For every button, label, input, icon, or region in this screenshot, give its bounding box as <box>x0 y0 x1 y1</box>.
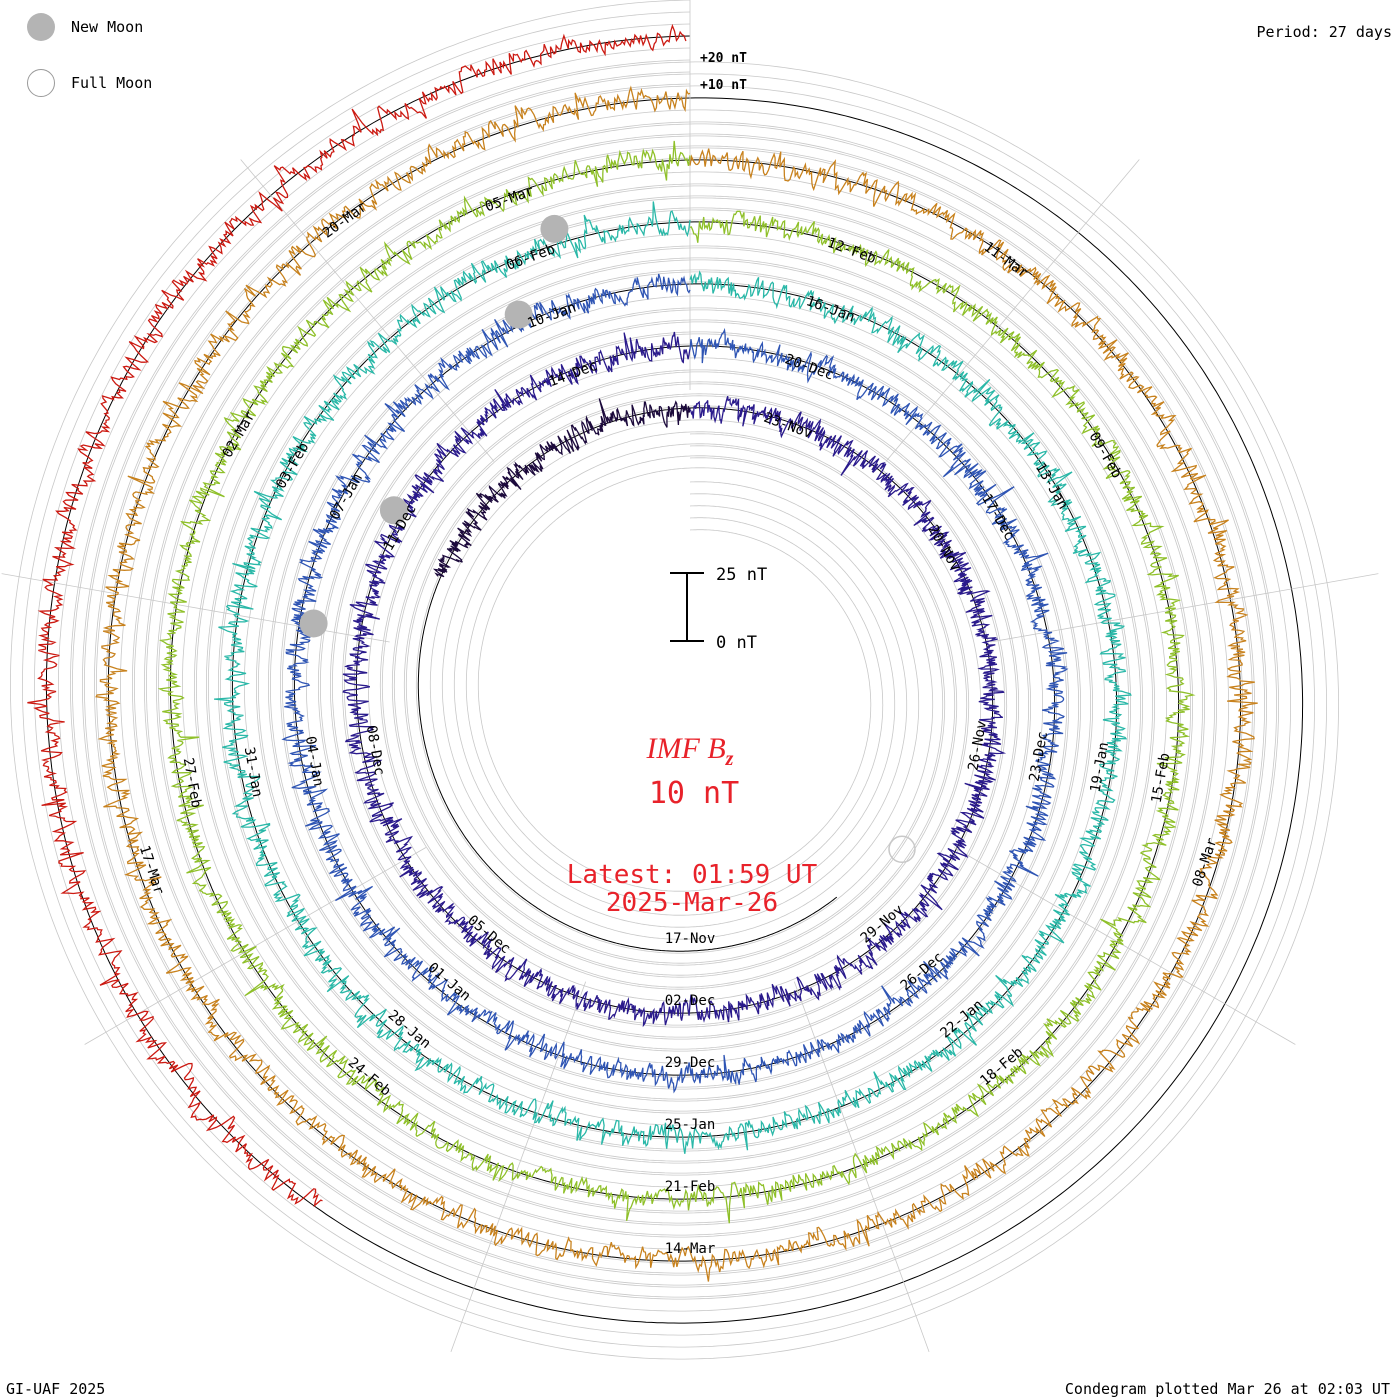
trace-turn-1 <box>432 398 691 578</box>
trace-turn-6 <box>95 85 1258 1282</box>
date-label-turn-6-2: 14-Mar <box>665 1241 716 1257</box>
full-moon-icon <box>27 69 55 97</box>
trace-turn-2 <box>342 331 1007 1028</box>
date-label-turn-6-4: 20-Mar <box>320 199 370 242</box>
legend-full-moon: Full Moon <box>27 69 152 97</box>
date-label-turn-2-0: 23-Nov <box>761 410 814 442</box>
trace-turn-5 <box>157 140 1196 1224</box>
scale-bar: 25 nT 0 nT <box>670 565 767 653</box>
date-label-turn-5-0: 12-Feb <box>825 235 878 267</box>
radial-spoke-2 <box>990 573 1379 643</box>
trace-turn-4 <box>214 201 1132 1154</box>
date-label-turn-4-1: 13-Jan <box>1032 460 1071 512</box>
latest-date: 2025-Mar-26 <box>606 888 778 918</box>
grid-spiral-1 <box>94 83 1255 1276</box>
full-moon-marker-0 <box>888 835 916 864</box>
full-moon-label: Full Moon <box>71 74 153 92</box>
latest-time: Latest: 01:59 UT <box>567 860 818 890</box>
scale-value: 10 nT <box>649 776 739 811</box>
radial-spoke-3 <box>953 847 1296 1045</box>
new-moon-marker-0 <box>504 300 533 329</box>
plotted-label: Condegram plotted Mar 26 at 02:03 UT <box>1064 1380 1390 1398</box>
grid-layer <box>1 0 1379 1360</box>
date-label-turn-5-8: 05-Mar <box>483 183 536 215</box>
period-label: Period: 27 days <box>1256 23 1392 41</box>
trace-turn-3 <box>281 273 1069 1094</box>
moon-markers <box>299 214 916 864</box>
date-label-turn-3-1: 17-Dec <box>978 491 1017 543</box>
date-label-turn-5-1: 09-Feb <box>1086 429 1125 481</box>
date-label-turn-2-8: 14-Dec <box>547 358 600 390</box>
radial-spoke-1 <box>885 159 1140 462</box>
radial-spoke-7 <box>1 573 390 643</box>
date-label-turn-2-1: 20-Nov <box>924 522 963 574</box>
new-moon-marker-3 <box>540 214 569 243</box>
date-label-turn-4-8: 06-Feb <box>504 241 557 273</box>
date-label-turn-4-4: 25-Jan <box>665 1117 716 1133</box>
new-moon-label: New Moon <box>71 18 144 36</box>
grid-spiral-3 <box>70 59 1279 1300</box>
grid-spiral-7 <box>10 0 1339 1360</box>
trace-layer <box>27 23 1258 1282</box>
legend-new-moon: New Moon <box>27 13 143 41</box>
new-moon-marker-1 <box>299 609 328 638</box>
new-moon-marker-2 <box>379 496 408 525</box>
grid-spiral-5 <box>34 23 1315 1336</box>
imf-title-sub: z <box>725 748 734 770</box>
trace-turn-7 <box>27 23 687 1208</box>
grid-spiral-2 <box>82 71 1267 1288</box>
imf-title-main: IMF B <box>646 732 726 765</box>
date-label-turn-5-7: 02-Mar <box>220 409 259 461</box>
radial-spoke-4 <box>793 981 930 1352</box>
date-label-turn-6-3: 17-Mar <box>136 844 167 897</box>
date-label-turn-5-4: 21-Feb <box>665 1179 716 1195</box>
grid-spiral-6 <box>22 11 1327 1348</box>
grid-spiral-4 <box>58 47 1291 1312</box>
date-label-turn-4-0: 16-Jan <box>804 293 857 325</box>
scale-bar-bottom-label: 0 nT <box>716 633 757 653</box>
date-label-turn-2-4: 02-Dec <box>665 993 716 1009</box>
scale-bar-top-label: 25 nT <box>716 565 767 585</box>
ref-label-20: +20 nT <box>700 51 747 66</box>
radial-spoke-8 <box>240 159 495 462</box>
credit-label: GI-UAF 2025 <box>6 1380 106 1398</box>
radial-spoke-6 <box>84 847 427 1045</box>
date-label-turn-3-4: 29-Dec <box>665 1055 716 1071</box>
imf-title: IMF Bz <box>646 732 734 770</box>
new-moon-icon <box>27 13 55 41</box>
ref-label-10: +10 nT <box>700 78 747 93</box>
center-title: IMF Bz 10 nT Latest: 01:59 UT 2025-Mar-2… <box>567 732 818 918</box>
date-label-turn-1-0: 17-Nov <box>665 931 716 947</box>
